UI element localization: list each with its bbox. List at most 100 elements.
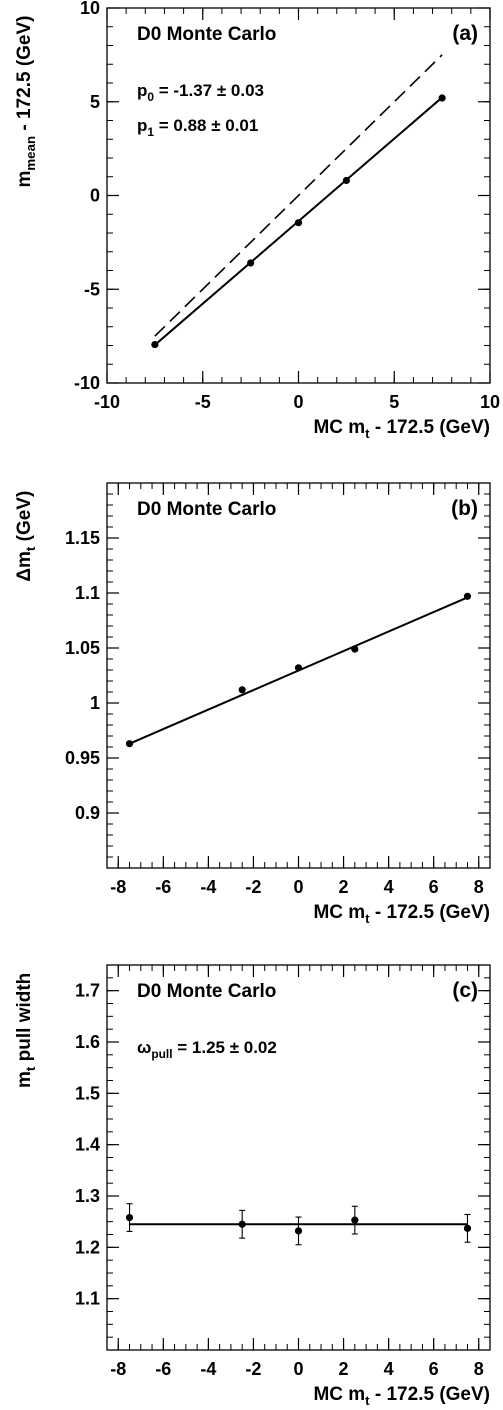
y-tick-label: 5 bbox=[90, 92, 100, 112]
x-axis-label-rest: - 172.5 (GeV) bbox=[370, 1384, 490, 1405]
data-point bbox=[351, 1216, 359, 1224]
x-axis-label-sub: t bbox=[365, 426, 370, 441]
data-point bbox=[151, 340, 159, 349]
x-tick-label: -10 bbox=[94, 392, 120, 412]
data-point bbox=[351, 645, 359, 653]
x-tick-label: 0 bbox=[293, 1359, 303, 1379]
data-point bbox=[294, 219, 303, 227]
x-tick-label: 5 bbox=[389, 392, 399, 412]
y-axis-label-rest: (GeV) bbox=[14, 491, 35, 547]
fit-parameter: p0 = -1.37 ± 0.03 bbox=[137, 81, 264, 104]
x-tick-label: 10 bbox=[480, 392, 500, 412]
data-point bbox=[125, 740, 134, 748]
inner-title: D0 Monte Carlo bbox=[137, 24, 276, 45]
x-tick-label: 4 bbox=[384, 1359, 394, 1379]
y-tick-label: 10 bbox=[80, 0, 100, 18]
data-point bbox=[463, 592, 472, 600]
fit-parameter-main: p bbox=[137, 116, 147, 135]
x-axis-label-main: MC m bbox=[313, 1384, 365, 1405]
y-axis-label-rest: - 172.5 (GeV) bbox=[14, 16, 35, 136]
x-axis-label-main: MC m bbox=[313, 902, 365, 923]
data-point bbox=[238, 1220, 246, 1228]
data-point bbox=[294, 1227, 303, 1235]
x-axis-label-rest: - 172.5 (GeV) bbox=[370, 902, 490, 923]
fit-parameter-rest: = -1.37 ± 0.03 bbox=[154, 81, 264, 100]
y-tick-label: 1 bbox=[90, 693, 100, 713]
x-tick-label: 6 bbox=[429, 877, 439, 897]
fit-parameter-main: ω bbox=[137, 1038, 151, 1057]
x-axis-label-sub: t bbox=[365, 911, 370, 926]
y-axis-label-sub: mean bbox=[23, 136, 38, 171]
y-tick-label: 0.9 bbox=[75, 803, 100, 823]
fit-parameter-sub: pull bbox=[151, 1047, 172, 1061]
x-tick-label: -4 bbox=[200, 1359, 216, 1379]
x-tick-label: 4 bbox=[384, 877, 394, 897]
x-tick-label: 2 bbox=[339, 1359, 349, 1379]
inner-title: D0 Monte Carlo bbox=[137, 499, 276, 520]
y-axis-label: Δmt (GeV) bbox=[14, 491, 38, 582]
x-tick-label: 8 bbox=[474, 1359, 484, 1379]
y-axis-label-sub: t bbox=[23, 546, 38, 551]
y-tick-label: 0.95 bbox=[65, 748, 100, 768]
y-tick-label: -10 bbox=[74, 373, 100, 393]
fit-parameter-main: p bbox=[137, 81, 147, 100]
y-tick-label: 1.5 bbox=[75, 1083, 100, 1103]
x-tick-label: -6 bbox=[155, 1359, 171, 1379]
panel-label: (a) bbox=[452, 22, 478, 45]
inner-title: D0 Monte Carlo bbox=[137, 981, 276, 1002]
y-axis-label-main: Δm bbox=[14, 551, 35, 582]
y-tick-label: 1.1 bbox=[75, 583, 100, 603]
data-point bbox=[125, 1213, 134, 1222]
y-tick-label: 1.2 bbox=[75, 1237, 100, 1257]
panel-label: (c) bbox=[452, 979, 478, 1002]
x-tick-label: 8 bbox=[474, 877, 484, 897]
y-axis-label-sub: t bbox=[23, 1066, 38, 1071]
x-tick-label: 6 bbox=[429, 1359, 439, 1379]
fit-parameter-rest: = 0.88 ± 0.01 bbox=[154, 116, 258, 135]
x-axis-label-rest: - 172.5 (GeV) bbox=[370, 417, 490, 438]
y-tick-label: 1.6 bbox=[75, 1032, 100, 1052]
fit-parameter: ωpull = 1.25 ± 0.02 bbox=[137, 1038, 277, 1061]
data-point bbox=[438, 94, 446, 102]
y-tick-label: 1.1 bbox=[75, 1289, 100, 1309]
x-tick-label: -5 bbox=[195, 392, 211, 412]
panel-c: -8 -6 -4 -2 0 2 4 6 8 1.1 1.2 1.3 1.4 1.5 1.6 1.7 MC mt … bbox=[14, 964, 491, 1408]
x-axis-label: MC mt - 172.5 (GeV) bbox=[313, 902, 490, 926]
x-tick-label: -8 bbox=[110, 1359, 126, 1379]
y-axis-label-rest: pull width bbox=[14, 973, 35, 1067]
x-tick-label: 2 bbox=[339, 877, 349, 897]
y-axis-label-main: m bbox=[14, 1071, 35, 1088]
x-tick-label: -4 bbox=[200, 877, 216, 897]
x-tick-label: -8 bbox=[110, 877, 126, 897]
fit-parameter: p1 = 0.88 ± 0.01 bbox=[137, 116, 258, 139]
data-point bbox=[342, 176, 350, 185]
y-axis-label: mmean - 172.5 (GeV) bbox=[14, 16, 38, 188]
data-point bbox=[463, 1224, 472, 1232]
x-axis-label-main: MC m bbox=[313, 417, 365, 438]
x-axis-label-sub: t bbox=[365, 1393, 370, 1408]
fit-parameter-rest: = 1.25 ± 0.02 bbox=[173, 1038, 277, 1057]
y-tick-label: 1.15 bbox=[65, 528, 100, 548]
data-point bbox=[247, 259, 255, 267]
data-point bbox=[294, 664, 303, 672]
y-axis-label-main: m bbox=[14, 171, 35, 188]
fit-parameter-sub: 1 bbox=[147, 125, 154, 139]
y-tick-label: 1.3 bbox=[75, 1186, 100, 1206]
y-tick-label: 1.7 bbox=[75, 981, 100, 1001]
x-axis-label: MC mt - 172.5 (GeV) bbox=[313, 1384, 490, 1408]
x-tick-label: 0 bbox=[293, 392, 303, 412]
reference-line bbox=[154, 54, 443, 337]
fit-parameter-sub: 0 bbox=[147, 90, 154, 104]
x-tick-label: -2 bbox=[245, 877, 261, 897]
y-tick-label: -5 bbox=[84, 279, 100, 299]
plot-frame bbox=[106, 964, 491, 1351]
plot-frame bbox=[106, 482, 491, 869]
x-tick-label: 0 bbox=[293, 877, 303, 897]
y-axis-label: mt pull width bbox=[14, 973, 38, 1088]
y-tick-label: 0 bbox=[90, 186, 100, 206]
x-tick-label: -6 bbox=[155, 877, 171, 897]
x-axis-label: MC mt - 172.5 (GeV) bbox=[313, 417, 490, 441]
